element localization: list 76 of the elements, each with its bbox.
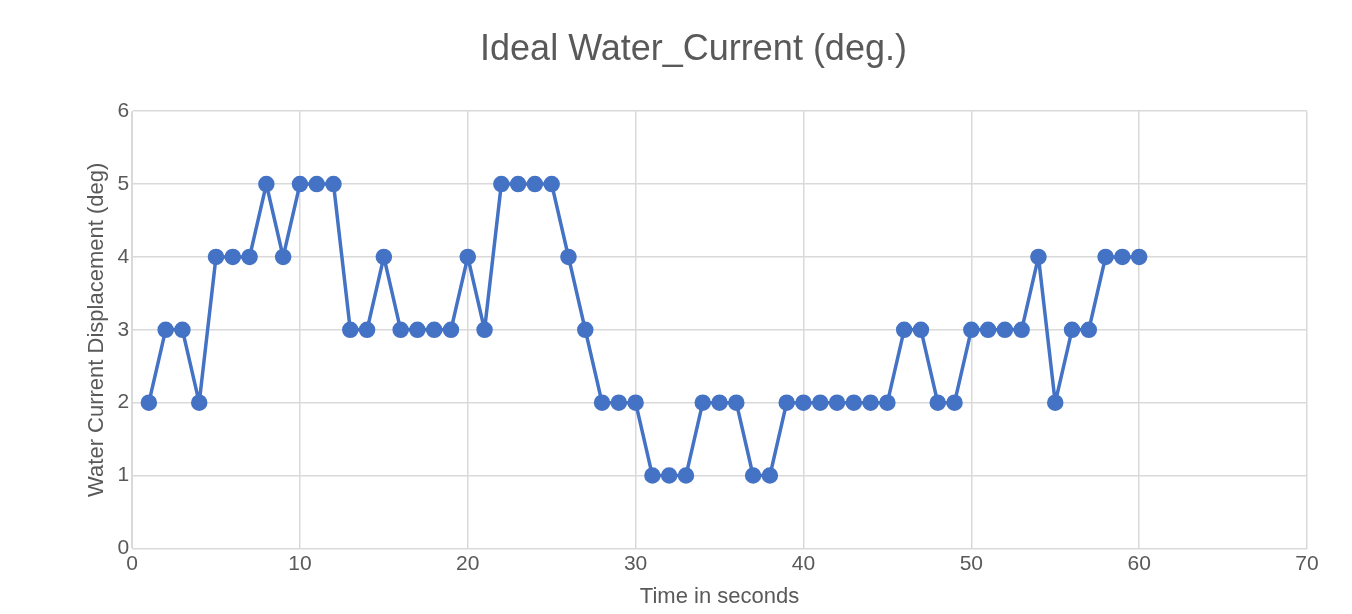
point [442,321,460,339]
x-tick-label: 70 [1295,550,1319,574]
y-tick-label: 3 [117,316,130,340]
point [291,175,309,193]
point [577,321,594,339]
point [459,248,477,266]
point [425,321,443,339]
point [190,394,208,411]
point [358,321,376,339]
point [207,248,225,266]
point [929,394,946,411]
point [862,394,879,411]
point [342,321,359,339]
x-tick-label: 20 [456,550,480,574]
point [325,175,342,193]
point [946,394,963,411]
point [963,321,980,339]
x-tick-label: 40 [791,550,816,574]
y-tick-label: 1 [117,462,130,486]
point [828,394,846,411]
point [526,175,544,193]
point [711,394,728,411]
point [778,394,795,411]
point [1063,321,1081,339]
x-tick-label: 30 [623,550,648,574]
point [308,175,325,193]
chart-title: Ideal Water_Current (deg.) [480,26,907,68]
point [1030,248,1047,266]
point [174,321,191,339]
point [560,248,577,266]
point [375,248,393,266]
point [224,248,242,266]
point [728,394,745,411]
point [610,394,628,411]
y-tick-label: 2 [117,389,130,413]
point [761,467,779,484]
x-tick-label: 60 [1127,550,1151,574]
point [744,467,762,484]
point [274,248,292,266]
point [627,394,644,411]
y-tick-label: 5 [117,170,130,194]
point [879,394,896,411]
x-tick-label: 10 [288,550,312,574]
x-axis-title: Time in seconds [639,582,800,608]
point [694,394,712,411]
point [644,467,661,484]
point [509,175,527,193]
x-tick-label: 50 [959,550,983,574]
point [979,321,997,339]
point [157,321,174,339]
point [1013,321,1030,339]
point [241,248,258,266]
point [912,321,930,339]
point [392,321,409,339]
point [409,321,426,339]
y-tick-label: 6 [117,98,130,121]
point [493,175,510,193]
point [795,394,812,411]
point [140,394,158,411]
point [660,467,678,484]
point [1130,248,1148,266]
point [845,394,863,411]
point [1114,248,1131,266]
y-axis-title: Water Current Displacement (deg) [83,162,109,497]
point [1097,248,1114,266]
y-tick-label: 4 [117,243,130,267]
point [1080,321,1098,339]
point [1046,394,1064,411]
point [258,175,275,193]
point [812,394,829,411]
point [593,394,611,411]
point [543,175,560,193]
point [996,321,1014,339]
point [677,467,695,484]
point [895,321,913,339]
point [476,321,493,339]
